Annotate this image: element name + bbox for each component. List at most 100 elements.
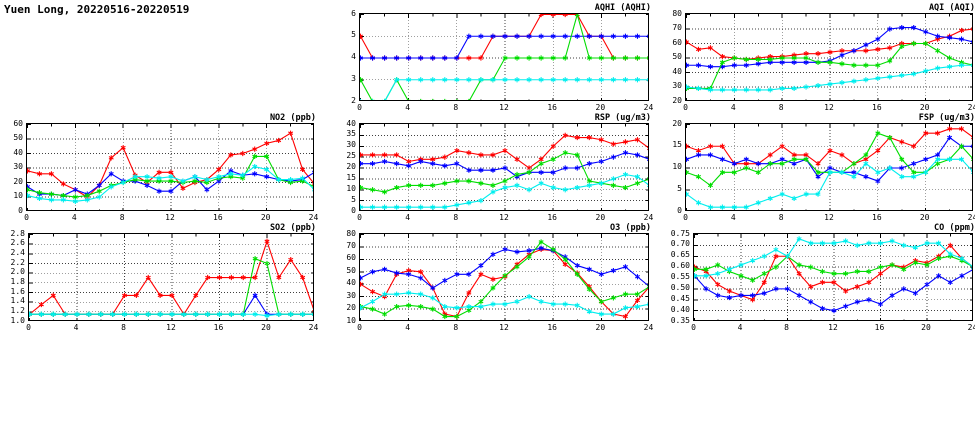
chart-title-fsp: FSP (ug/m3) bbox=[918, 113, 975, 123]
panel-o3: O3 (ppb) 10 20 30 40 50 60 70 80 0 4 8 12 16 20 24 bbox=[340, 223, 655, 343]
y-tick-label: 0.40 bbox=[670, 304, 690, 314]
panel-co: CO (ppm) 0.35 0.40 0.45 0.50 0.55 0.60 0.65 0.70… bbox=[663, 223, 975, 343]
x-tick-label: 0 bbox=[683, 103, 688, 112]
y-tick-label: 10 bbox=[672, 162, 682, 171]
y-tick-label: 2.6 bbox=[10, 238, 25, 248]
x-tick-label: 4 bbox=[405, 103, 411, 112]
y-tick-label: 40 bbox=[13, 147, 23, 157]
x-tick-label: 20 bbox=[595, 213, 606, 222]
x-tick-label: 8 bbox=[119, 213, 125, 222]
plot-area-co bbox=[693, 233, 973, 321]
x-tick-label: 20 bbox=[260, 213, 271, 222]
x-tick-label: 8 bbox=[453, 103, 459, 112]
x-tick-label: 4 bbox=[405, 323, 411, 332]
y-tick-label: 5 bbox=[351, 30, 356, 40]
y-tick-label: 0.60 bbox=[670, 261, 690, 271]
y-tick-label: 0 bbox=[351, 205, 356, 215]
series-markers-s1 bbox=[29, 238, 313, 317]
x-tick-label: 8 bbox=[453, 213, 459, 222]
series-line-s4 bbox=[384, 79, 648, 100]
x-tick-label: 16 bbox=[872, 103, 882, 112]
y-tick-label: 20 bbox=[346, 162, 356, 171]
y-tick-label: 0 bbox=[677, 205, 682, 215]
panel-aqi: AQI (AQI) 20 30 40 50 60 70 80 0 4 8 12 16 20 24 bbox=[663, 3, 975, 123]
x-tick-label: 8 bbox=[778, 103, 784, 112]
x-tick-label: 20 bbox=[595, 323, 606, 332]
y-tick-label: 5 bbox=[677, 183, 682, 193]
y-tick-label: 0.65 bbox=[670, 250, 690, 260]
y-tick-label: 40 bbox=[346, 278, 356, 288]
y-tick-label: 2.4 bbox=[10, 247, 25, 257]
series-markers-s1 bbox=[686, 126, 972, 167]
x-tick-label: 24 bbox=[643, 213, 654, 222]
plot-area-o3 bbox=[359, 233, 649, 321]
y-tick-label: 0 bbox=[18, 205, 23, 215]
panel-rsp: RSP (ug/m3) 0 5 10 15 20 25 30 35 40 0 4 8 12 16 20 24 bbox=[340, 113, 655, 233]
x-tick-label: 4 bbox=[73, 323, 79, 332]
y-tick-label: 2.8 bbox=[10, 228, 25, 238]
x-tick-label: 4 bbox=[737, 323, 743, 332]
y-tick-label: 50 bbox=[13, 133, 23, 142]
x-tick-label: 16 bbox=[872, 213, 882, 222]
x-tick-label: 24 bbox=[967, 213, 975, 222]
chart-title-co: CO (ppm) bbox=[934, 223, 975, 233]
x-tick-label: 0 bbox=[683, 213, 688, 222]
panel-no2: NO2 (ppb) 0 10 20 30 40 50 60 0 4 8 12 16 20 24 bbox=[4, 113, 320, 233]
y-tick-label: 35 bbox=[346, 129, 356, 139]
page-title: Yuen Long, 20220516-20220519 bbox=[4, 3, 190, 16]
chart-title-no2: NO2 (ppb) bbox=[269, 113, 316, 123]
y-tick-label: 80 bbox=[672, 8, 682, 18]
x-tick-label: 0 bbox=[357, 103, 362, 112]
y-tick-label: 0.70 bbox=[670, 239, 690, 249]
y-tick-label: 40 bbox=[346, 118, 356, 128]
series-markers-s2 bbox=[360, 245, 648, 291]
x-tick-label: 4 bbox=[71, 213, 77, 222]
y-tick-label: 10 bbox=[346, 315, 356, 325]
x-tick-label: 12 bbox=[499, 103, 509, 112]
plot-area-fsp bbox=[685, 123, 973, 211]
y-tick-label: 30 bbox=[13, 162, 23, 171]
y-tick-label: 15 bbox=[346, 172, 356, 182]
plot-area-so2 bbox=[28, 233, 314, 321]
plot-area-aqi bbox=[685, 13, 973, 101]
series-line-s2 bbox=[29, 294, 313, 315]
x-tick-label: 12 bbox=[828, 323, 838, 332]
y-tick-label: 2.2 bbox=[10, 257, 25, 267]
chart-title-rsp: RSP (ug/m3) bbox=[594, 113, 651, 123]
x-tick-label: 16 bbox=[547, 213, 557, 222]
series-markers-s3 bbox=[360, 239, 648, 320]
x-tick-label: 8 bbox=[121, 323, 126, 332]
y-tick-label: 4 bbox=[351, 52, 356, 61]
y-tick-label: 0.50 bbox=[670, 282, 690, 292]
y-tick-label: 1.4 bbox=[10, 296, 25, 306]
y-tick-label: 10 bbox=[346, 183, 356, 193]
x-tick-label: 24 bbox=[308, 213, 319, 222]
y-tick-label: 20 bbox=[672, 118, 682, 128]
x-tick-label: 20 bbox=[261, 323, 271, 332]
y-tick-label: 30 bbox=[346, 140, 356, 150]
x-tick-label: 0 bbox=[26, 323, 31, 332]
y-tick-label: 50 bbox=[346, 265, 356, 275]
x-tick-label: 16 bbox=[547, 323, 557, 332]
x-tick-label: 12 bbox=[824, 213, 834, 222]
series-markers-s1 bbox=[360, 246, 648, 320]
series-line-s2 bbox=[360, 247, 648, 289]
y-tick-label: 60 bbox=[672, 37, 682, 47]
series-markers-s3 bbox=[686, 130, 972, 188]
y-tick-label: 70 bbox=[346, 240, 356, 250]
series-markers-s4 bbox=[27, 163, 313, 204]
y-tick-label: 0.45 bbox=[670, 293, 690, 303]
y-tick-label: 60 bbox=[13, 118, 23, 128]
panel-aqhi: AQHI (AQHI) 2 3 4 5 6 0 4 8 12 16 20 24 bbox=[340, 3, 655, 123]
panel-so2: SO2 (ppb) 1.0 1.2 1.4 1.6 1.8 2.0 2.2 2.4 2.6 2.8 0… bbox=[4, 223, 320, 343]
series-markers-s4 bbox=[360, 171, 648, 210]
y-tick-label: 20 bbox=[13, 176, 23, 186]
x-tick-label: 12 bbox=[165, 213, 175, 222]
y-tick-label: 60 bbox=[346, 253, 356, 263]
series-markers-s3 bbox=[29, 256, 313, 317]
y-tick-label: 2 bbox=[351, 95, 356, 105]
y-tick-label: 50 bbox=[672, 52, 682, 61]
y-tick-label: 3 bbox=[351, 73, 356, 83]
series-line-s3 bbox=[686, 132, 972, 187]
